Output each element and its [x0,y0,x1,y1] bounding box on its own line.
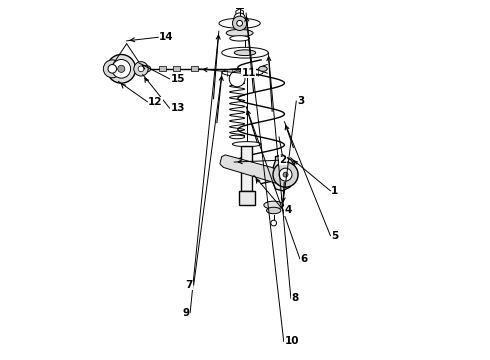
Bar [242,146,252,191]
Circle shape [112,59,131,78]
Bar [191,66,198,71]
Ellipse shape [259,66,267,71]
Text: 10: 10 [285,336,299,346]
Circle shape [138,66,144,72]
Text: 2: 2 [279,155,286,165]
Ellipse shape [267,207,281,214]
Ellipse shape [234,50,256,55]
Text: 3: 3 [297,96,304,106]
Circle shape [108,64,117,73]
Text: 6: 6 [300,254,308,264]
Ellipse shape [221,47,269,58]
Circle shape [134,62,148,76]
Ellipse shape [142,66,151,72]
Text: 14: 14 [159,32,173,42]
Bar [239,191,255,205]
Circle shape [107,54,136,83]
Circle shape [283,172,288,177]
Ellipse shape [219,18,260,28]
Bar [173,66,180,71]
Circle shape [118,65,125,72]
Circle shape [234,13,245,24]
Text: 13: 13 [171,103,185,113]
Polygon shape [220,155,279,184]
Text: 5: 5 [331,231,338,240]
Text: 1: 1 [331,186,338,196]
Circle shape [229,71,245,87]
Text: 11: 11 [242,68,256,78]
Text: 7: 7 [186,280,193,290]
Circle shape [237,21,243,26]
Ellipse shape [232,141,261,147]
Ellipse shape [226,30,253,37]
Circle shape [273,162,298,187]
Ellipse shape [222,68,263,76]
Text: 8: 8 [292,293,299,303]
Ellipse shape [230,135,245,139]
Circle shape [103,60,122,78]
Bar [159,66,166,71]
Polygon shape [272,155,296,191]
Polygon shape [236,9,244,18]
Text: 15: 15 [171,74,185,84]
Circle shape [279,168,292,181]
Text: 12: 12 [148,97,163,107]
Text: 4: 4 [285,206,292,216]
Ellipse shape [264,201,284,209]
Text: 9: 9 [182,308,190,318]
Circle shape [271,220,276,226]
Circle shape [232,16,247,31]
Ellipse shape [230,36,249,41]
